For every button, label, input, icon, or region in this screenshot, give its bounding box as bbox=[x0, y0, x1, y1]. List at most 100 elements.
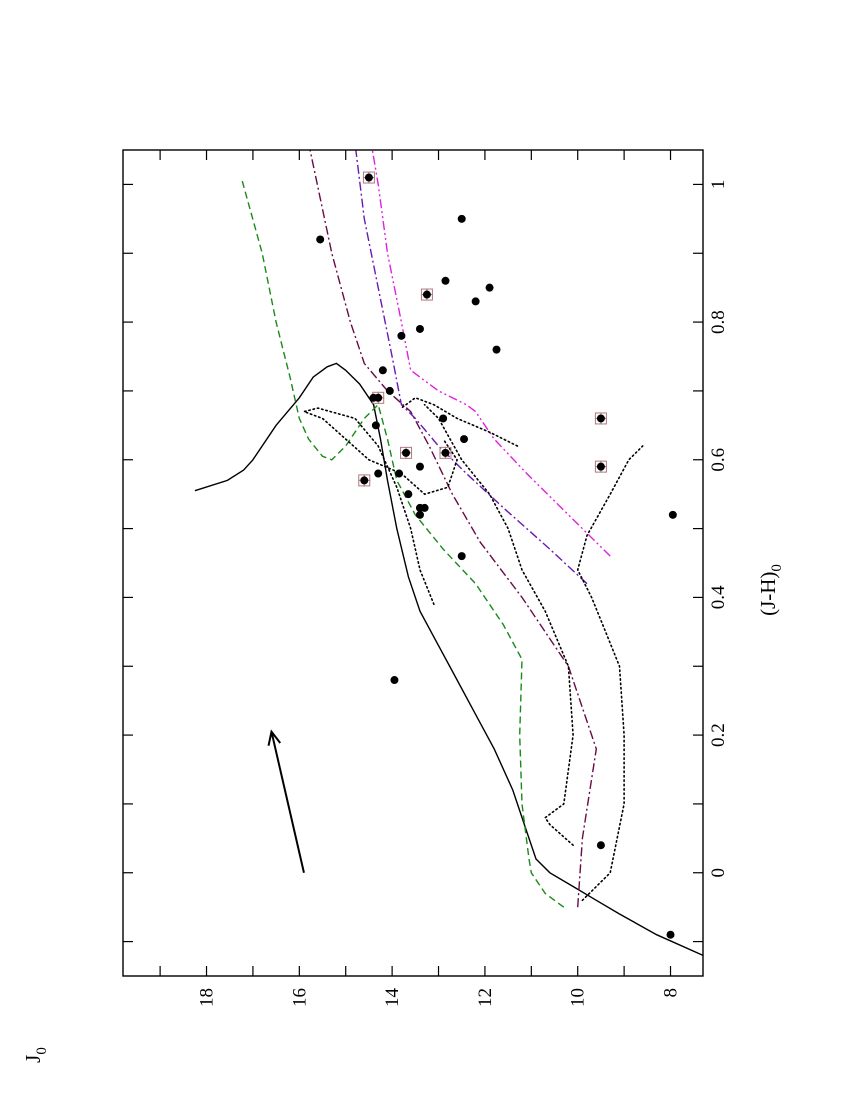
y-axis-title-subscript: 0 bbox=[34, 1047, 50, 1055]
point-marker bbox=[596, 841, 605, 850]
data-point-33 bbox=[457, 214, 466, 223]
data-point-10 bbox=[358, 474, 371, 487]
x-tick-label: 0.6 bbox=[708, 448, 729, 472]
y-tick-label: 16 bbox=[289, 988, 310, 1007]
track-curve-7 bbox=[423, 403, 574, 846]
data-point-23 bbox=[385, 386, 394, 395]
data-point-27 bbox=[415, 324, 424, 333]
data-point-9 bbox=[404, 490, 413, 499]
point-marker bbox=[402, 448, 411, 457]
x-axis-title-text: (J-H) bbox=[756, 572, 780, 616]
point-marker bbox=[364, 173, 373, 182]
track-curve-9 bbox=[400, 396, 519, 447]
data-point-22 bbox=[369, 393, 378, 402]
point-marker bbox=[397, 331, 406, 340]
y-axis-title-text: J bbox=[21, 1055, 45, 1063]
reddening-vector-head bbox=[267, 729, 282, 746]
error-box bbox=[400, 446, 413, 459]
point-marker bbox=[415, 462, 424, 471]
error-box bbox=[594, 460, 607, 473]
plot-frame bbox=[122, 149, 704, 977]
point-marker bbox=[415, 324, 424, 333]
point-marker bbox=[378, 366, 387, 375]
data-point-19 bbox=[594, 412, 607, 425]
reddening-vector-line bbox=[270, 731, 305, 873]
point-marker bbox=[492, 345, 501, 354]
data-point-2 bbox=[596, 841, 605, 850]
data-point-34 bbox=[362, 171, 375, 184]
y-tick-label: 12 bbox=[475, 988, 496, 1007]
point-marker bbox=[390, 676, 399, 685]
data-point-18 bbox=[371, 421, 380, 430]
point-marker bbox=[415, 503, 424, 512]
point-marker bbox=[441, 448, 450, 457]
data-point-25 bbox=[492, 345, 501, 354]
data-point-3 bbox=[390, 676, 399, 685]
point-marker bbox=[596, 414, 605, 423]
point-marker bbox=[404, 490, 413, 499]
data-point-13 bbox=[594, 460, 607, 473]
point-marker bbox=[666, 930, 675, 939]
x-tick-label: 0.8 bbox=[708, 310, 729, 334]
data-point-26 bbox=[397, 331, 406, 340]
x-axis-title-subscript: 0 bbox=[769, 564, 785, 572]
error-box bbox=[362, 171, 375, 184]
error-box bbox=[594, 412, 607, 425]
point-marker bbox=[415, 510, 424, 519]
point-marker bbox=[385, 386, 394, 395]
y-tick-label: 14 bbox=[382, 988, 403, 1008]
track-curve-2 bbox=[240, 177, 565, 908]
point-marker bbox=[596, 462, 605, 471]
track-curve-5 bbox=[371, 150, 611, 557]
data-point-24 bbox=[378, 366, 387, 375]
point-marker bbox=[316, 235, 325, 244]
track-curve-6 bbox=[576, 445, 644, 902]
data-point-14 bbox=[415, 462, 424, 471]
x-tick-label: 0.4 bbox=[708, 585, 729, 609]
data-point-30 bbox=[485, 283, 494, 292]
data-point-28 bbox=[471, 297, 480, 306]
data-point-4 bbox=[457, 552, 466, 561]
data-point-11 bbox=[395, 469, 404, 478]
point-marker bbox=[374, 469, 383, 478]
data-point-1 bbox=[666, 930, 675, 939]
x-axis-title: (J-H)0 bbox=[756, 564, 785, 616]
data-point-6 bbox=[415, 510, 424, 519]
point-marker bbox=[485, 283, 494, 292]
x-tick-label: 1 bbox=[708, 180, 729, 190]
plot-content bbox=[194, 150, 703, 957]
x-tick-label: 0.2 bbox=[708, 723, 729, 747]
point-marker bbox=[360, 476, 369, 485]
plot-area bbox=[194, 150, 703, 957]
data-point-16 bbox=[400, 446, 413, 459]
y-tick-label: 10 bbox=[568, 988, 589, 1007]
point-marker bbox=[422, 290, 431, 299]
error-box bbox=[420, 288, 433, 301]
point-marker bbox=[371, 421, 380, 430]
point-marker bbox=[457, 214, 466, 223]
point-marker bbox=[439, 414, 448, 423]
track-curve-1 bbox=[194, 362, 703, 957]
point-marker bbox=[460, 435, 469, 444]
error-box bbox=[439, 446, 452, 459]
point-marker bbox=[395, 469, 404, 478]
data-point-5 bbox=[668, 510, 677, 519]
data-point-29 bbox=[420, 288, 433, 301]
track-curve-8 bbox=[301, 407, 458, 606]
track-curve-4 bbox=[355, 150, 588, 585]
point-marker bbox=[441, 276, 450, 285]
data-point-12 bbox=[374, 469, 383, 478]
data-point-8 bbox=[415, 503, 424, 512]
data-point-32 bbox=[316, 235, 325, 244]
data-point-17 bbox=[460, 435, 469, 444]
axis-ticks bbox=[123, 150, 703, 976]
y-tick-label: 18 bbox=[197, 988, 218, 1007]
data-point-20 bbox=[439, 414, 448, 423]
data-point-31 bbox=[441, 276, 450, 285]
point-marker bbox=[457, 552, 466, 561]
point-marker bbox=[471, 297, 480, 306]
track-curve-3 bbox=[309, 150, 598, 908]
point-marker bbox=[369, 393, 378, 402]
